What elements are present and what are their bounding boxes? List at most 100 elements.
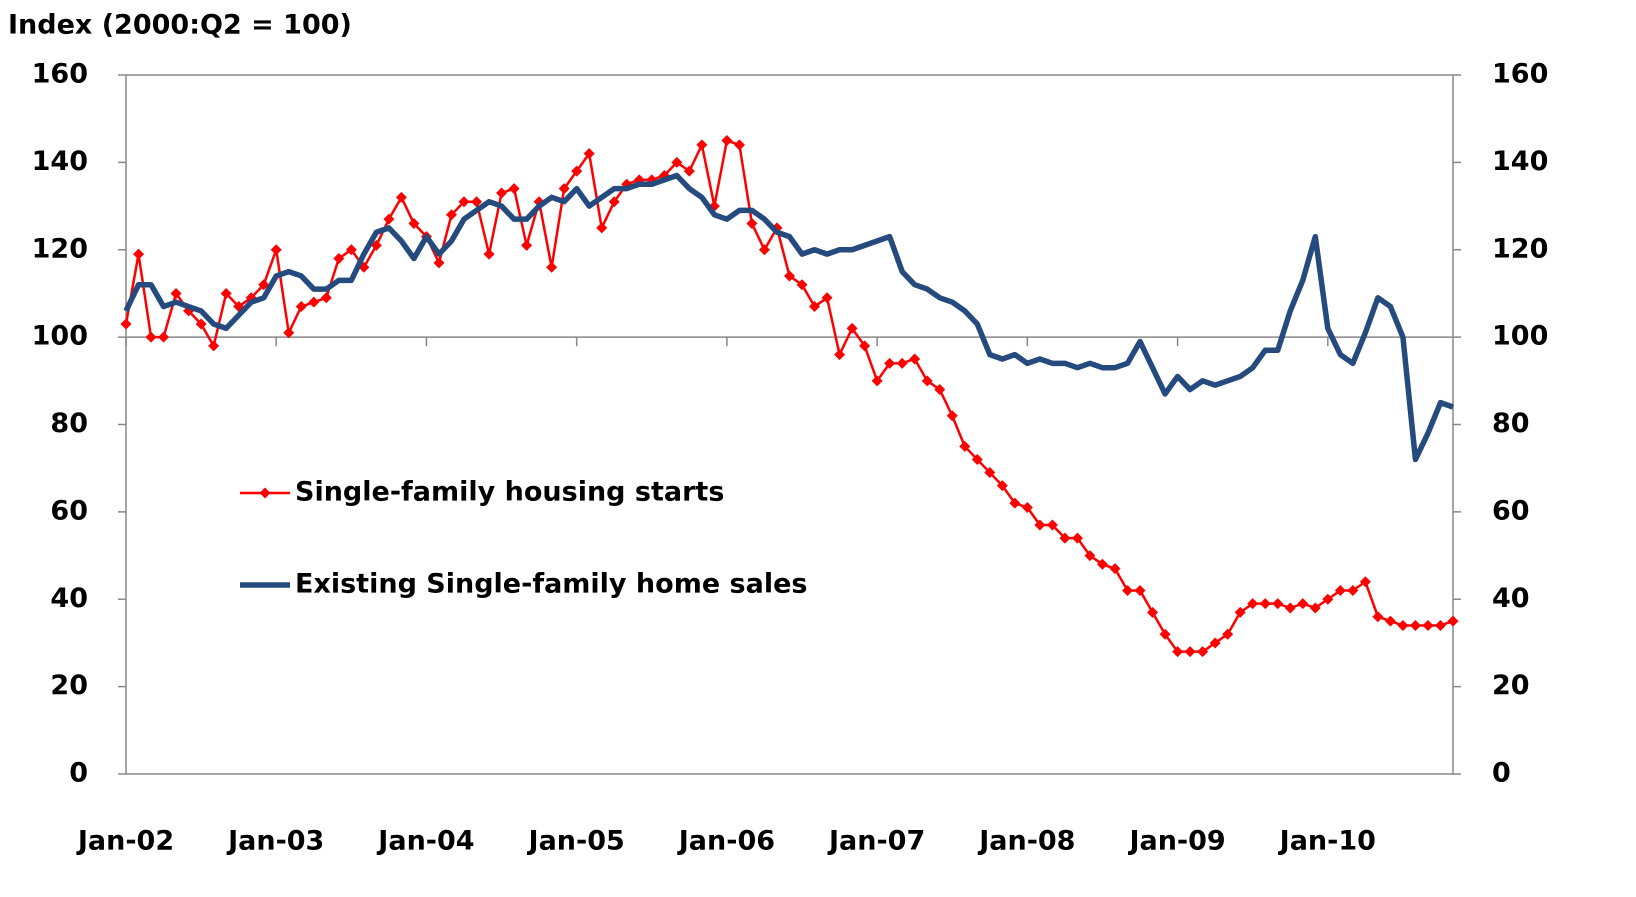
data-point [871, 375, 883, 387]
data-point [558, 183, 570, 195]
data-point [1084, 550, 1096, 562]
data-point [1272, 598, 1284, 610]
y-tick-label: 40 [50, 583, 88, 614]
data-point [345, 244, 357, 256]
data-point [170, 287, 182, 299]
data-point [758, 244, 770, 256]
data-point [1197, 646, 1209, 658]
y-tick-label: 120 [32, 233, 88, 264]
data-point [1247, 598, 1259, 610]
data-point [1434, 619, 1446, 631]
data-point [721, 135, 733, 147]
data-point [145, 331, 157, 343]
x-tick-label: Jan-09 [1127, 826, 1225, 857]
data-point [270, 244, 282, 256]
data-point [546, 261, 558, 273]
data-point [1347, 585, 1359, 597]
data-point [671, 156, 683, 168]
data-point [1034, 519, 1046, 531]
data-point [796, 279, 808, 291]
data-point [133, 248, 145, 260]
data-point [1159, 628, 1171, 640]
data-point [1172, 646, 1184, 658]
y-tick-label: 80 [50, 408, 88, 439]
data-point [1046, 519, 1058, 531]
data-point [884, 357, 896, 369]
data-point [1147, 606, 1159, 618]
y2-tick-label: 160 [1492, 59, 1548, 90]
legend-marker [259, 487, 271, 499]
x-tick-label: Jan-03 [226, 826, 324, 857]
x-tick-label: Jan-06 [677, 826, 775, 857]
data-point [521, 239, 533, 251]
data-point [1384, 615, 1396, 627]
x-tick-label: Jan-02 [76, 826, 174, 857]
data-point [934, 384, 946, 396]
x-tick-label: Jan-08 [977, 826, 1075, 857]
y2-tick-label: 140 [1492, 146, 1548, 177]
data-point [1447, 615, 1459, 627]
x-tick-label: Jan-07 [827, 826, 925, 857]
data-point [483, 248, 495, 260]
data-point [1359, 576, 1371, 588]
data-point [571, 165, 583, 177]
data-point [333, 252, 345, 264]
data-point [1284, 602, 1296, 614]
data-point [784, 270, 795, 282]
data-point [996, 480, 1008, 492]
legend-label: Single-family housing starts [295, 477, 724, 508]
series-line [123, 172, 1454, 463]
data-point [1409, 619, 1421, 631]
data-point [909, 353, 921, 365]
data-point [320, 292, 332, 304]
data-point [195, 318, 207, 330]
data-point [433, 257, 445, 269]
data-point [508, 183, 520, 195]
data-point [896, 357, 908, 369]
data-point [208, 340, 220, 352]
y2-tick-label: 120 [1492, 233, 1548, 264]
data-point [1259, 598, 1271, 610]
data-point [1009, 497, 1021, 509]
data-point [921, 375, 933, 387]
data-point [245, 292, 257, 304]
data-point [596, 222, 608, 234]
data-point [1334, 585, 1346, 597]
data-point [370, 239, 382, 251]
data-point [1184, 646, 1196, 658]
data-point [1297, 598, 1309, 610]
data-point [1322, 593, 1334, 605]
y2-tick-label: 100 [1492, 321, 1548, 352]
data-point [395, 191, 407, 203]
y2-tick-label: 60 [1492, 495, 1530, 526]
y-tick-label: 0 [69, 758, 88, 789]
data-point [1209, 637, 1221, 649]
data-point [608, 196, 620, 208]
data-point [834, 349, 846, 361]
data-point [383, 213, 395, 225]
data-point [683, 165, 695, 177]
data-point [733, 139, 745, 151]
data-point [859, 340, 871, 352]
data-point [959, 440, 971, 452]
y-tick-label: 100 [32, 321, 88, 352]
x-tick-label: Jan-10 [1278, 826, 1376, 857]
data-point [158, 331, 170, 343]
data-point [696, 139, 708, 151]
y-tick-label: 140 [32, 146, 88, 177]
data-point [220, 287, 232, 299]
data-point [1309, 602, 1321, 614]
data-point [809, 301, 821, 313]
data-point [1422, 619, 1434, 631]
data-point [946, 410, 958, 422]
legend-label: Existing Single-family home sales [295, 569, 807, 600]
y2-tick-label: 20 [1492, 670, 1530, 701]
data-point [1096, 558, 1108, 570]
x-tick-label: Jan-04 [376, 826, 474, 857]
data-point [1372, 611, 1384, 623]
plot-frame [125, 74, 1454, 775]
data-point [1134, 585, 1146, 597]
x-tick-label: Jan-05 [527, 826, 625, 857]
data-point [1122, 585, 1134, 597]
